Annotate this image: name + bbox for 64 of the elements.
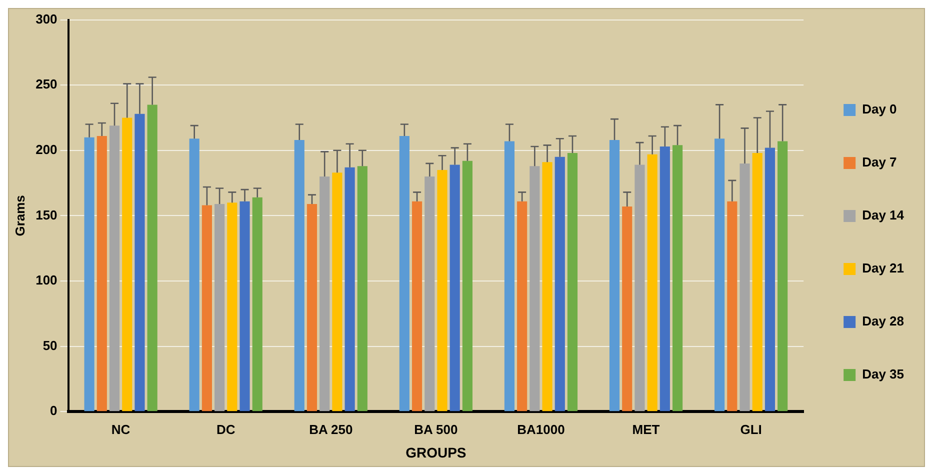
bar — [530, 166, 540, 412]
legend-label: Day 0 — [862, 102, 897, 117]
bar — [450, 164, 460, 412]
bar — [227, 202, 238, 412]
y-tick-label: 50 — [42, 338, 58, 353]
bar — [660, 146, 670, 412]
bar — [504, 141, 515, 412]
y-tick-label: 200 — [36, 142, 58, 157]
bar — [109, 126, 120, 412]
x-tick-label: DC — [216, 422, 236, 437]
bar — [214, 204, 225, 412]
bar — [202, 205, 212, 412]
bar — [96, 136, 107, 412]
x-tick-label: BA1000 — [517, 422, 565, 437]
bar — [332, 172, 342, 412]
bar — [554, 156, 565, 412]
legend-label: Day 14 — [862, 208, 905, 223]
bar — [462, 160, 472, 412]
bar — [517, 201, 528, 412]
y-tick-label: 300 — [36, 11, 58, 26]
bar — [320, 176, 330, 412]
bar — [567, 153, 578, 412]
legend-label: Day 7 — [862, 154, 897, 170]
y-tick-label: 100 — [36, 272, 58, 288]
bar — [189, 138, 200, 412]
x-tick-label: BA 500 — [414, 422, 458, 437]
x-axis-title: GROUPS — [406, 444, 466, 460]
bar — [647, 154, 658, 412]
legend-label: Day 28 — [862, 314, 904, 329]
bar — [252, 197, 262, 412]
x-tick-label: BA 250 — [309, 422, 353, 437]
x-tick-label: NC — [111, 422, 131, 437]
y-axis-title: Grams — [12, 195, 28, 236]
bar — [672, 145, 683, 412]
legend-label: Day 21 — [862, 260, 904, 276]
bar — [344, 167, 355, 412]
bar — [727, 201, 738, 412]
bar — [634, 164, 645, 412]
bar — [764, 148, 776, 412]
y-tick-label: 150 — [36, 207, 58, 222]
y-tick-label: 0 — [50, 403, 58, 418]
y-tick-label: 250 — [36, 76, 58, 92]
bar — [740, 163, 750, 412]
bar — [424, 176, 435, 412]
bar — [778, 141, 788, 412]
bar — [84, 137, 94, 412]
bar — [622, 206, 632, 412]
bar — [399, 136, 410, 412]
bar — [147, 104, 158, 412]
bar — [437, 170, 448, 412]
bar — [294, 140, 304, 412]
bar — [240, 201, 250, 412]
bar — [609, 140, 620, 412]
bar — [134, 114, 145, 412]
x-tick-label: MET — [632, 422, 660, 437]
bar — [357, 166, 368, 412]
bar — [306, 204, 318, 412]
x-tick-label: GLI — [740, 422, 762, 437]
bar — [714, 138, 725, 412]
bar — [542, 162, 552, 412]
legend-label: Day 35 — [862, 366, 904, 382]
bar — [122, 118, 132, 412]
bar — [412, 201, 422, 412]
bar — [752, 153, 762, 412]
